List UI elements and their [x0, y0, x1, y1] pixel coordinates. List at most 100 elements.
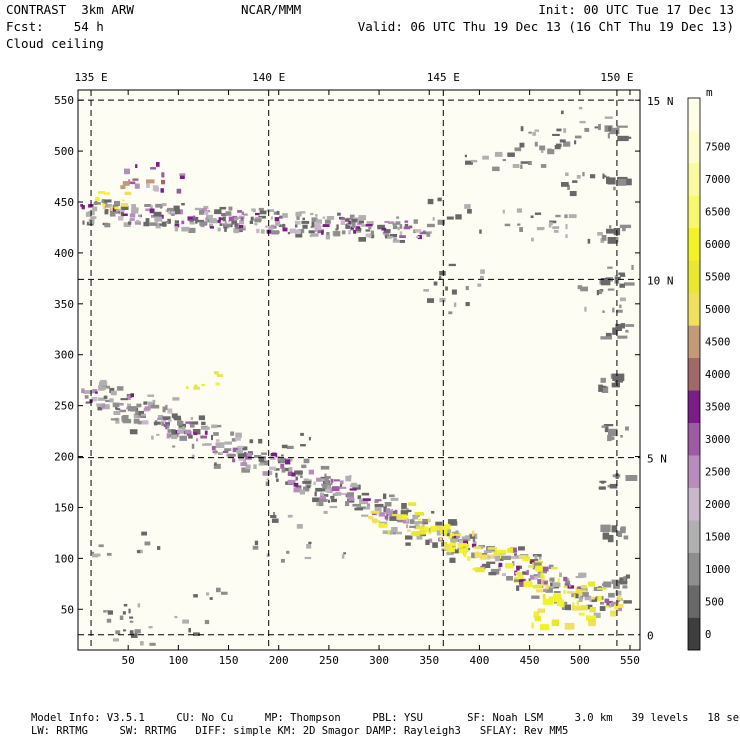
- cloud-cell: [600, 336, 612, 340]
- cloud-cell: [241, 467, 250, 473]
- y-tick-label: 250: [54, 400, 74, 413]
- cloud-cell: [565, 580, 571, 585]
- cloud-cell: [146, 183, 150, 188]
- cloud-cell: [303, 486, 310, 492]
- cloud-cell: [217, 227, 221, 232]
- cloud-cell: [580, 286, 588, 292]
- cloud-cell: [422, 518, 428, 524]
- cloud-cell: [411, 531, 420, 537]
- cloud-cell: [528, 131, 532, 134]
- cloud-cell: [209, 223, 213, 228]
- cloud-cell: [177, 429, 186, 434]
- cloud-cell: [80, 204, 84, 207]
- cloud-cell: [391, 527, 398, 533]
- cloud-cell: [102, 204, 105, 209]
- cloud-cell: [517, 223, 521, 226]
- cloud-cell: [246, 452, 252, 457]
- cloud-cell: [532, 131, 536, 136]
- cloud-cell: [192, 215, 196, 219]
- cloud-cell: [82, 220, 85, 225]
- cloud-cell: [235, 432, 242, 439]
- cloud-cell: [465, 286, 469, 291]
- cloud-cell: [316, 502, 320, 506]
- cloud-cell: [211, 446, 216, 451]
- cloud-cell: [315, 214, 318, 217]
- cloud-cell: [604, 598, 610, 603]
- cloud-cell: [129, 616, 134, 619]
- cloud-cell: [204, 430, 208, 435]
- cloud-cell: [306, 544, 312, 549]
- cloud-cell: [600, 278, 611, 286]
- cloud-cell: [331, 486, 340, 492]
- cloud-cell: [131, 209, 139, 214]
- cloud-cell: [607, 266, 613, 269]
- cloud-cell: [205, 217, 208, 221]
- cloud-cell: [374, 500, 379, 503]
- cloud-cell: [120, 398, 128, 401]
- cloud-cell: [388, 221, 395, 224]
- cloud-cell: [395, 221, 401, 225]
- cloud-cell: [605, 332, 612, 338]
- cloud-cell: [606, 228, 618, 234]
- cloud-cell: [518, 555, 528, 559]
- cloud-cell: [266, 478, 269, 481]
- map-frame: [77, 89, 641, 651]
- cloud-cell: [214, 371, 217, 375]
- cloud-cell: [314, 228, 317, 233]
- cloud-cell: [541, 147, 544, 153]
- cloud-cell: [202, 443, 211, 446]
- cloud-cell: [416, 235, 420, 238]
- map-background: [78, 90, 640, 650]
- cloud-cell: [370, 510, 380, 514]
- cloud-cell: [340, 480, 344, 484]
- cloud-cell: [258, 463, 265, 466]
- cloud-cell: [611, 579, 620, 585]
- cloud-cell: [345, 475, 352, 482]
- cloud-cell: [341, 554, 345, 559]
- cloud-cell: [232, 216, 239, 220]
- cloud-cell: [152, 401, 155, 406]
- colorbar-label: 1000: [705, 564, 730, 576]
- cloud-cell: [154, 187, 159, 192]
- cloud-cell: [264, 458, 267, 461]
- cloud-cell: [269, 466, 276, 471]
- cloud-cell: [211, 434, 213, 441]
- cloud-cell: [281, 454, 284, 457]
- cloud-cell: [517, 572, 524, 579]
- cloud-cell: [390, 510, 398, 515]
- cloud-cell: [368, 516, 374, 520]
- cloud-cell: [523, 580, 533, 587]
- lat-lon-grid: [78, 90, 640, 650]
- cloud-cell: [270, 515, 277, 518]
- cloud-cell: [494, 151, 503, 157]
- cloud-cell: [193, 594, 198, 598]
- cloud-cell: [215, 442, 225, 448]
- colorbar-swatch: [688, 325, 700, 359]
- cloud-cell: [214, 209, 222, 215]
- cloud-cell: [145, 208, 152, 212]
- cloud-cell: [501, 573, 506, 577]
- cloud-cell: [235, 437, 241, 441]
- cloud-cell: [511, 550, 518, 553]
- cloud-cell: [469, 534, 476, 539]
- cloud-cell: [258, 207, 264, 211]
- colorbar-swatch: [688, 422, 700, 456]
- cloud-cell: [565, 172, 569, 176]
- cloud-cell: [382, 530, 392, 534]
- cloud-cell: [144, 541, 151, 546]
- cloud-cell: [575, 593, 579, 599]
- cloud-cell: [631, 264, 634, 270]
- cloud-cell: [402, 514, 408, 520]
- cloud-cell: [531, 595, 540, 599]
- cloud-cell: [399, 224, 403, 229]
- cloud-cell: [234, 223, 238, 227]
- cloud-cell: [133, 418, 140, 424]
- cloud-cell: [464, 204, 471, 209]
- colorbar-swatch: [688, 130, 700, 164]
- cloud-cell: [625, 475, 638, 481]
- cloud-cell: [151, 215, 158, 218]
- cloud-cell: [512, 164, 520, 168]
- cloud-cell: [578, 596, 583, 602]
- cloud-cell: [610, 611, 616, 617]
- cloud-cell: [548, 224, 552, 228]
